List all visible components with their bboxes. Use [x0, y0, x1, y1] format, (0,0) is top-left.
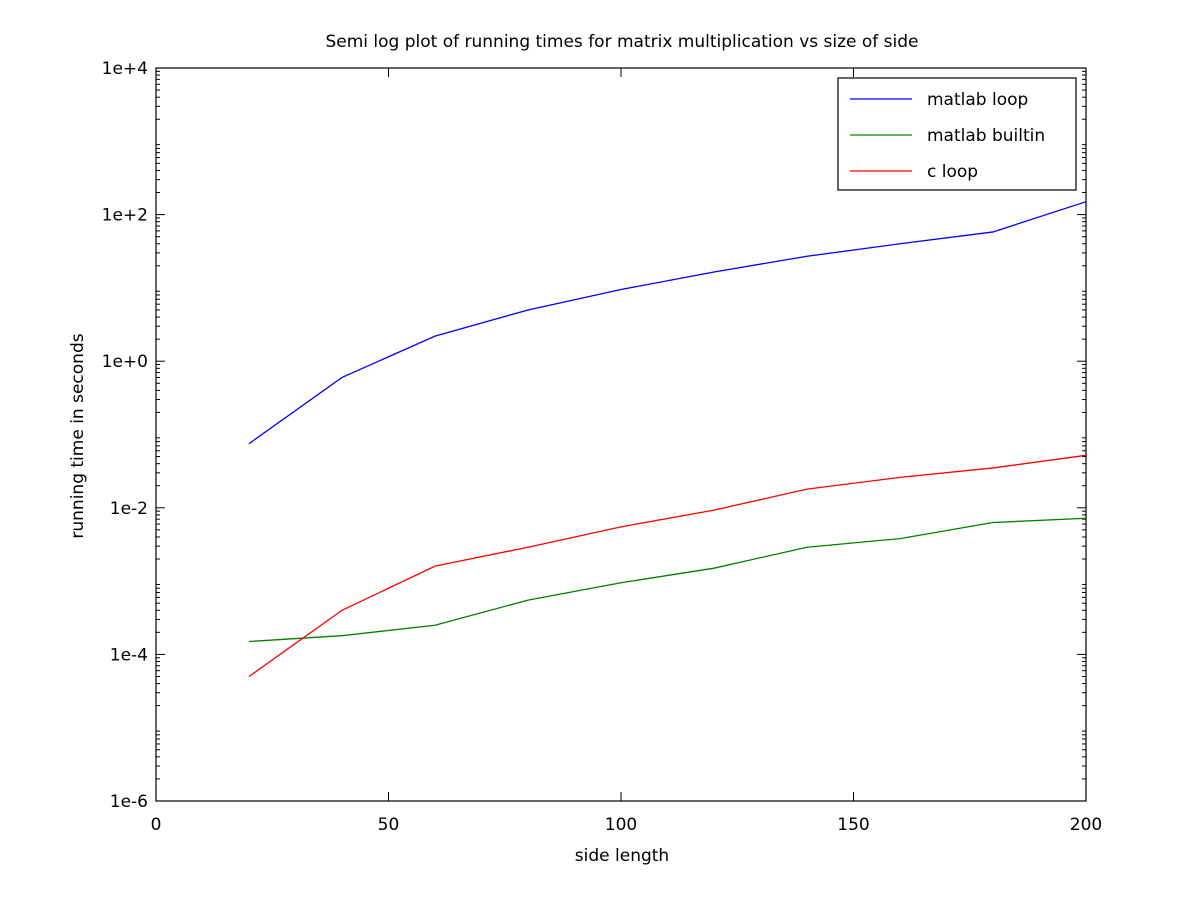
x-tick-label: 0 [151, 815, 162, 835]
legend-label: matlab builtin [927, 126, 1045, 146]
series-line-c-loop [248, 454, 1087, 677]
series-line-matlab-builtin [248, 517, 1087, 643]
x-tick-label: 100 [605, 815, 637, 835]
y-tick-label: 1e+0 [102, 352, 148, 372]
series-line-matlab-loop [248, 201, 1087, 445]
y-axis-label: running time in seconds [68, 333, 88, 538]
legend-label: matlab loop [927, 90, 1028, 110]
x-tick-label: 150 [837, 815, 869, 835]
y-tick-label: 1e-2 [110, 499, 148, 519]
y-tick-label: 1e-4 [110, 645, 148, 665]
x-tick-label: 50 [378, 815, 400, 835]
x-axis-label: side length [575, 846, 669, 866]
y-tick-label: 1e-6 [110, 792, 148, 812]
plot-area: 0 50 100 150 200 1e-6 1e-4 1e-2 1e+0 1e+2 1e+4 [102, 59, 1103, 835]
legend-label: c loop [927, 162, 978, 182]
legend: matlab loop matlab builtin c loop [837, 77, 1077, 191]
y-tick-label: 1e+4 [102, 59, 148, 79]
chart-title: Semi log plot of running times for matri… [325, 32, 918, 52]
y-tick-label: 1e+2 [102, 206, 148, 226]
x-tick-label: 200 [1070, 815, 1102, 835]
